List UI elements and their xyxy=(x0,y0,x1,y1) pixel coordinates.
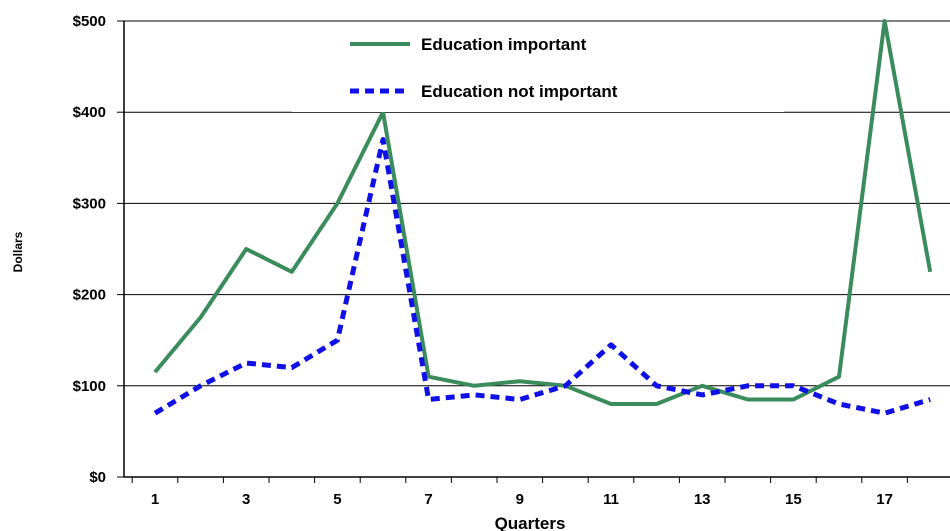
x-tick-label: 3 xyxy=(242,491,250,508)
y-tick-label: $500 xyxy=(73,13,106,30)
y-tick-label: $300 xyxy=(73,195,106,212)
x-tick-label: 11 xyxy=(603,491,619,508)
x-tick-label: 5 xyxy=(333,491,341,508)
series-line-education-important xyxy=(153,19,933,406)
legend: Education important Education not importa… xyxy=(292,22,784,112)
y-tick-label: $0 xyxy=(89,469,106,486)
y-tick-label: $200 xyxy=(73,287,106,304)
y-tick-label: $100 xyxy=(73,378,106,395)
series-lines xyxy=(153,19,933,416)
x-tick-label: 13 xyxy=(694,491,711,508)
x-axis-title: Quarters xyxy=(495,514,566,531)
legend-background xyxy=(292,22,784,112)
x-tick-label: 1 xyxy=(151,491,159,508)
x-tick-label: 7 xyxy=(424,491,432,508)
x-tick-label: 17 xyxy=(876,491,893,508)
y-axis-title: Dollars xyxy=(11,231,25,272)
y-tick-label: $400 xyxy=(73,104,106,121)
legend-label: Education not important xyxy=(421,82,618,101)
legend-label: Education important xyxy=(421,35,587,54)
series-line-education-not-important xyxy=(153,137,931,416)
gridlines xyxy=(124,20,950,387)
x-tick-label: 15 xyxy=(785,491,802,508)
x-tick-label: 9 xyxy=(516,491,524,508)
